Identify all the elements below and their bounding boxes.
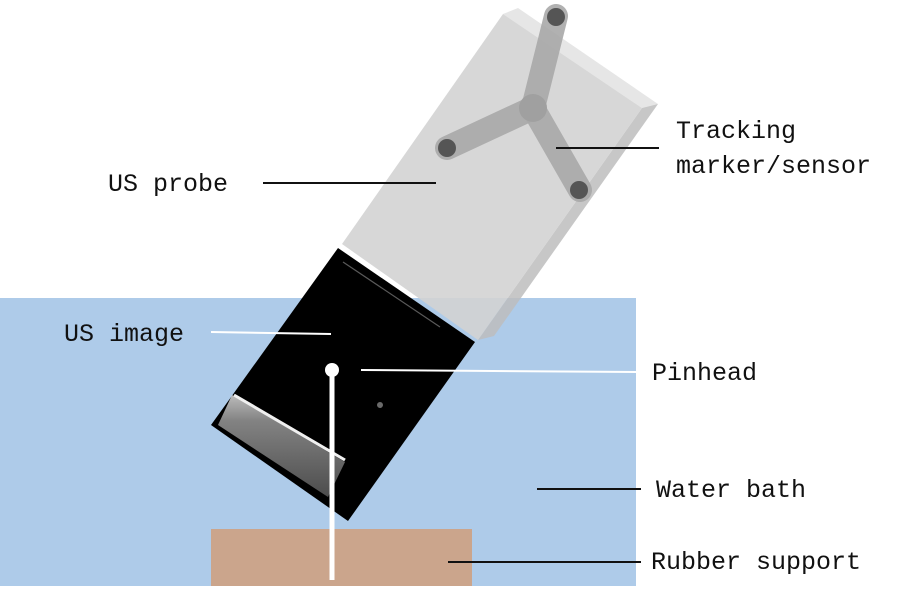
- leader-pinhead: [360, 369, 637, 373]
- label-us-probe: US probe: [108, 170, 228, 199]
- marker-sphere: [438, 139, 456, 157]
- marker-sphere: [570, 181, 588, 199]
- label-water-bath: Water bath: [656, 476, 806, 505]
- label-tracking-line2: marker/sensor: [676, 152, 871, 181]
- marker-sphere: [547, 8, 565, 26]
- label-us-image: US image: [64, 320, 184, 349]
- label-tracking-line1: Tracking: [676, 117, 796, 146]
- label-rubber-support: Rubber support: [651, 548, 861, 577]
- us-image-edge-line: [342, 261, 441, 328]
- us-image: [211, 248, 475, 521]
- tissue-edge-highlight: [233, 393, 346, 462]
- label-pinhead: Pinhead: [652, 359, 757, 388]
- pinhead: [325, 363, 339, 377]
- leader-us-image: [210, 331, 332, 335]
- pin: [325, 363, 339, 580]
- marker-arm: [435, 96, 545, 160]
- rubber-support: [211, 529, 472, 586]
- marker-arm: [521, 4, 568, 120]
- pin-echo: [377, 402, 383, 408]
- probe-front-face: [342, 14, 642, 340]
- tissue-echo: [218, 395, 345, 497]
- marker-hub: [519, 94, 547, 122]
- probe-side-face: [478, 104, 658, 340]
